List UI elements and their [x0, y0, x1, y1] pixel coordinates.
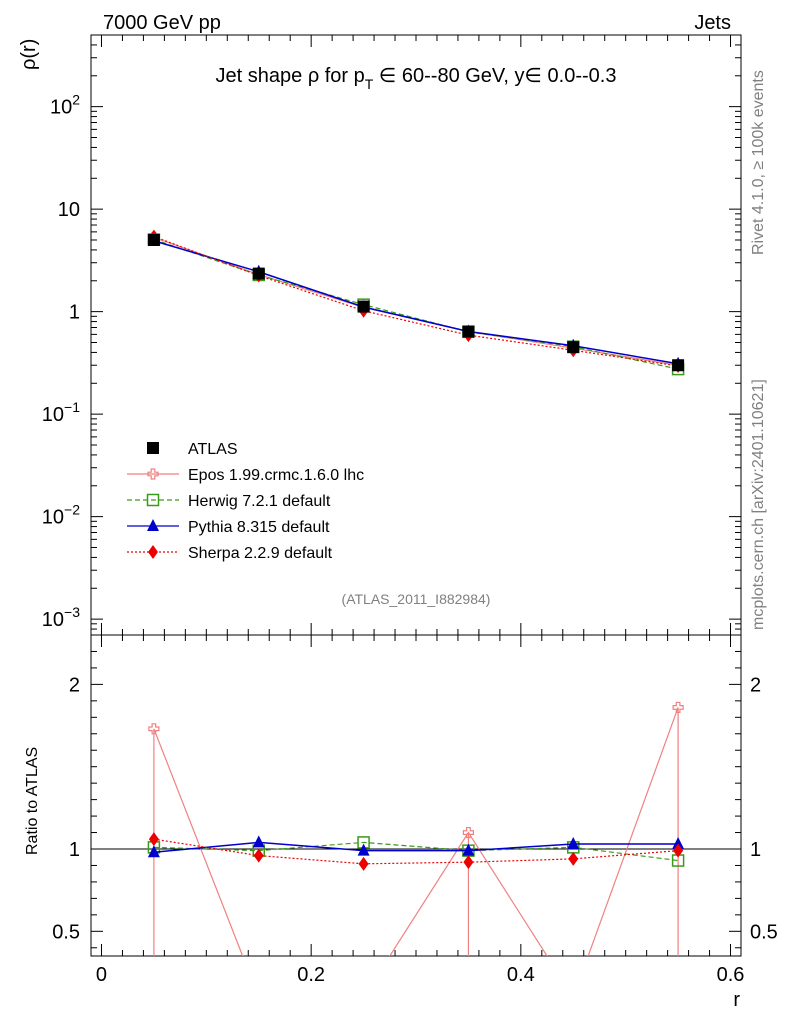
ratio-line-epos: [153, 707, 679, 956]
legend-marker-epos: [147, 468, 159, 480]
ratio-point-pythia: [252, 835, 265, 848]
main-point-atlas: [567, 341, 580, 354]
ratio-point-pythia: [357, 843, 370, 856]
x-tick-label: 0.4: [507, 964, 535, 986]
legend-entry-atlas: ATLAS: [147, 441, 238, 458]
main-plot-panel: 102 10 1 10−1 10−2 10−3 ρ(r) Jet shape ρ for …: [18, 34, 742, 636]
legend-marker-sherpa: [148, 545, 158, 559]
ratio-y-tick-label-right: 0.5: [750, 921, 778, 943]
ratio-series-sherpa: [148, 832, 684, 871]
main-y-tick-label: 10: [58, 199, 80, 221]
legend-label-sherpa: Sherpa 2.2.9 default: [188, 545, 333, 562]
legend-marker-atlas: [147, 442, 159, 454]
ratio-line-pythia: [153, 841, 679, 854]
ratio-point-pythia: [147, 845, 160, 858]
main-point-atlas: [672, 359, 685, 372]
x-tick-label: 0.2: [297, 964, 325, 986]
ratio-y-tick-label: 2: [69, 674, 80, 696]
rivet-version-label: Rivet 4.1.0, ≥ 100k events: [750, 70, 767, 255]
legend-entry-sherpa: Sherpa 2.2.9 default: [127, 545, 333, 562]
main-line-sherpa: [153, 236, 679, 367]
ratio-y-tick-label-right: 2: [750, 674, 761, 696]
ratio-point-pythia: [672, 837, 685, 850]
legend-marker-herwig: [146, 493, 160, 507]
ratio-point-sherpa: [463, 855, 474, 870]
title-prefix: Jet shape ρ for p: [216, 65, 365, 87]
legend-label-atlas: ATLAS: [188, 441, 238, 458]
main-y-tick-label: 10−1: [42, 399, 80, 426]
ratio-point-pythia: [462, 843, 475, 856]
title-suffix: ∈ 60--80 GeV, y∈ 0.0--0.3: [373, 65, 616, 87]
header-left: 7000 GeV pp: [103, 12, 221, 34]
ratio-point-epos: [462, 826, 475, 839]
main-y-tick-label: 10−2: [42, 502, 80, 529]
ratio-point-pythia: [567, 837, 580, 850]
legend-label-herwig: Herwig 7.2.1 default: [188, 493, 331, 510]
legend-entry-pythia: Pythia 8.315 default: [127, 519, 330, 536]
x-axis-label: r: [733, 989, 740, 1011]
x-tick-label: 0: [96, 964, 107, 986]
ratio-line-sherpa: [153, 838, 679, 865]
ratio-point-epos: [148, 723, 160, 735]
ratio-point-sherpa: [568, 851, 579, 866]
title-subscript: T: [365, 76, 374, 92]
ratio-series-pythia: [147, 835, 685, 858]
ratio-y-tick-label: 0.5: [52, 921, 80, 943]
main-point-atlas: [252, 267, 265, 280]
main-line-epos: [153, 236, 679, 366]
legend-label-pythia: Pythia 8.315 default: [188, 519, 330, 536]
x-tick-label: 0.6: [717, 964, 745, 986]
header-right: Jets: [694, 12, 731, 34]
ratio-plot-frame: [90, 634, 742, 957]
main-line-pythia: [153, 240, 679, 365]
ratio-point-sherpa: [358, 856, 369, 871]
ratio-plot-panel: 0.5 0.5 1 1 2 2 0 0.2 0.4 0.6 Ratio to ATLAS r: [24, 634, 778, 1011]
ratio-series-herwig: [147, 836, 685, 867]
main-point-atlas: [462, 325, 475, 338]
mcplots-label: mcplots.cern.ch [arXiv:2401.10621]: [750, 379, 767, 630]
ratio-point-sherpa: [253, 848, 264, 863]
main-y-axis-label: ρ(r): [18, 39, 40, 70]
main-series-atlas: [147, 233, 685, 372]
main-series-herwig: [147, 233, 685, 376]
main-y-tick-label: 10−3: [42, 604, 80, 631]
main-y-tick-label: 1: [69, 302, 80, 324]
legend: ATLAS Epos 1.99.crmc.1.6.0 lhc Herwig 7.2.…: [127, 441, 364, 562]
legend-label-epos: Epos 1.99.crmc.1.6.0 lhc: [188, 467, 364, 484]
ratio-y-tick-label: 1: [69, 839, 80, 861]
ratio-y-axis-label: Ratio to ATLAS: [24, 747, 41, 855]
analysis-label: (ATLAS_2011_I882984): [342, 591, 491, 607]
main-point-atlas: [357, 300, 370, 313]
main-point-atlas: [147, 233, 160, 246]
main-plot-title: Jet shape ρ for pT ∈ 60--80 GeV, y∈ 0.0-…: [216, 65, 617, 92]
ratio-point-sherpa: [673, 843, 684, 858]
legend-marker-pythia: [147, 519, 159, 531]
legend-entry-epos: Epos 1.99.crmc.1.6.0 lhc: [127, 467, 364, 484]
main-series-epos: [148, 231, 684, 371]
ratio-y-tick-label-right: 1: [750, 839, 761, 861]
main-series-pythia: [147, 233, 685, 369]
ratio-point-sherpa: [148, 832, 159, 847]
legend-entry-herwig: Herwig 7.2.1 default: [127, 493, 331, 510]
main-y-tick-label: 102: [50, 92, 80, 119]
ratio-point-epos: [672, 701, 684, 714]
